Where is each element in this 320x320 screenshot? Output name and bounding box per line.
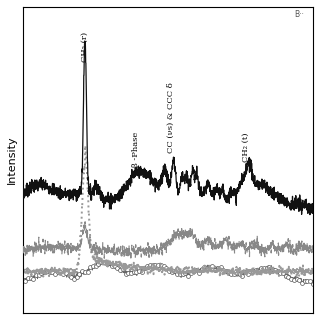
Text: B··: B·· xyxy=(294,10,304,19)
Text: CH₂ (r): CH₂ (r) xyxy=(81,32,89,62)
Text: CC (νs) & CCC δ: CC (νs) & CCC δ xyxy=(167,82,175,153)
Text: β -Phase: β -Phase xyxy=(132,132,140,167)
Y-axis label: Intensity: Intensity xyxy=(7,136,17,184)
Text: CH₂ (t): CH₂ (t) xyxy=(242,132,250,162)
